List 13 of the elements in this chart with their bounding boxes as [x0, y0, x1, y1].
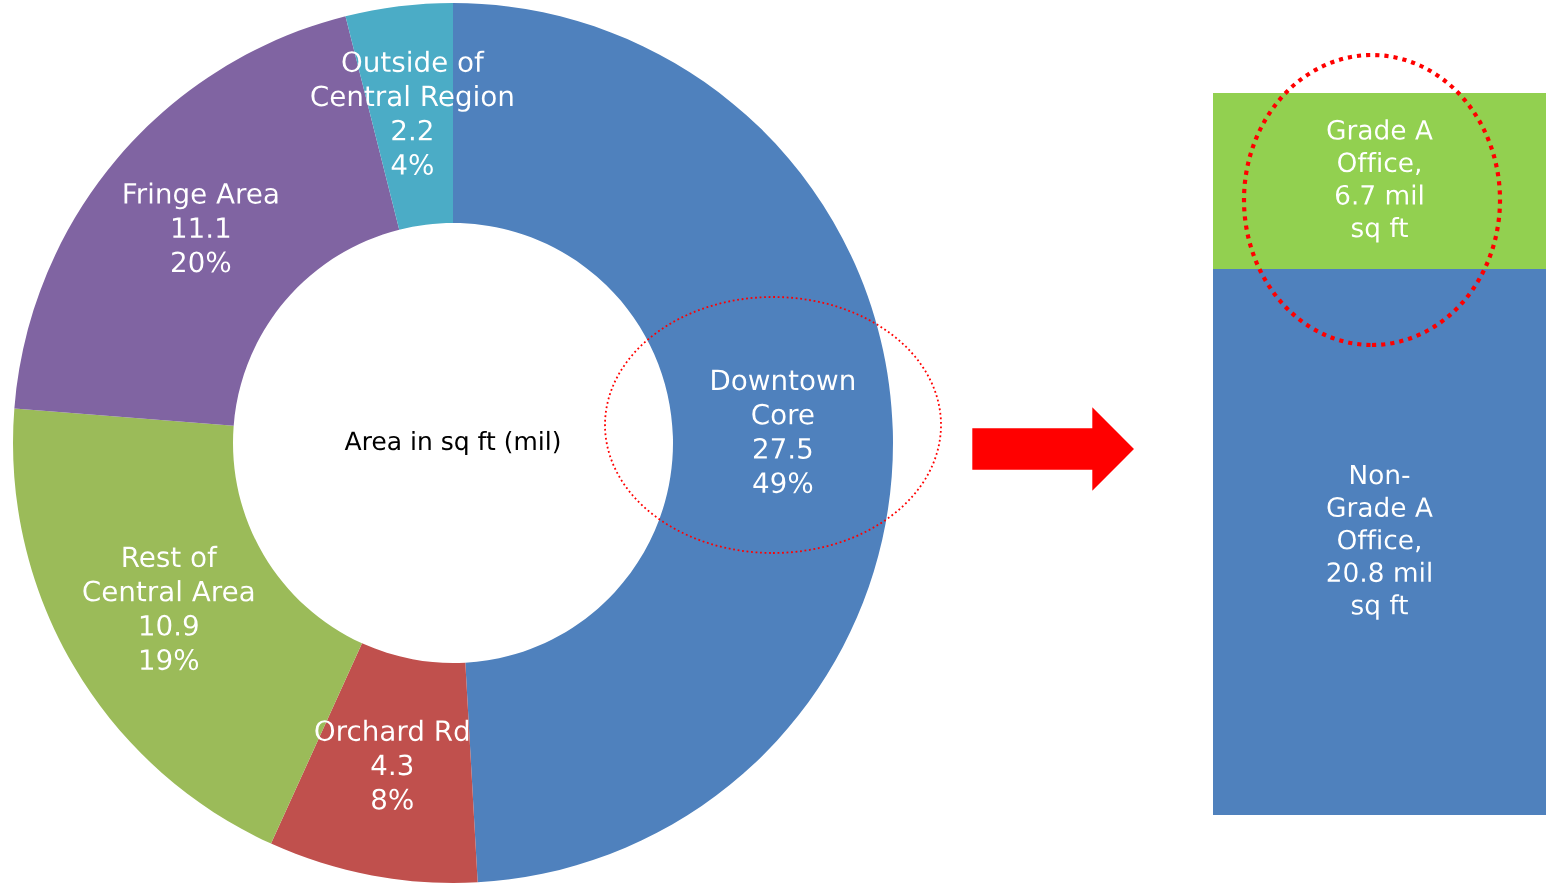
- donut-slice: [271, 643, 478, 883]
- data-label: 27.5 49%: [753, 437, 813, 494]
- slice-label: Rest of Central Area: [83, 545, 254, 602]
- data-label: 10.9 19%: [140, 614, 199, 671]
- data-label: Non- Grade A Office, 20.8 mil sq ft: [1327, 464, 1433, 620]
- data-label: Grade A Office, 6.7 mil sq ft: [1327, 119, 1433, 243]
- data-label: 11.1 20%: [172, 217, 231, 273]
- data-label: 2.2 4%: [391, 119, 433, 175]
- data-label: 4.3 8%: [371, 754, 413, 810]
- slice-label: Fringe Area: [124, 182, 278, 210]
- slice-label: Downtown Core: [712, 369, 854, 425]
- slice-label: Outside of Central Region: [311, 50, 513, 112]
- text: Area in sq ft (mil): [344, 430, 560, 456]
